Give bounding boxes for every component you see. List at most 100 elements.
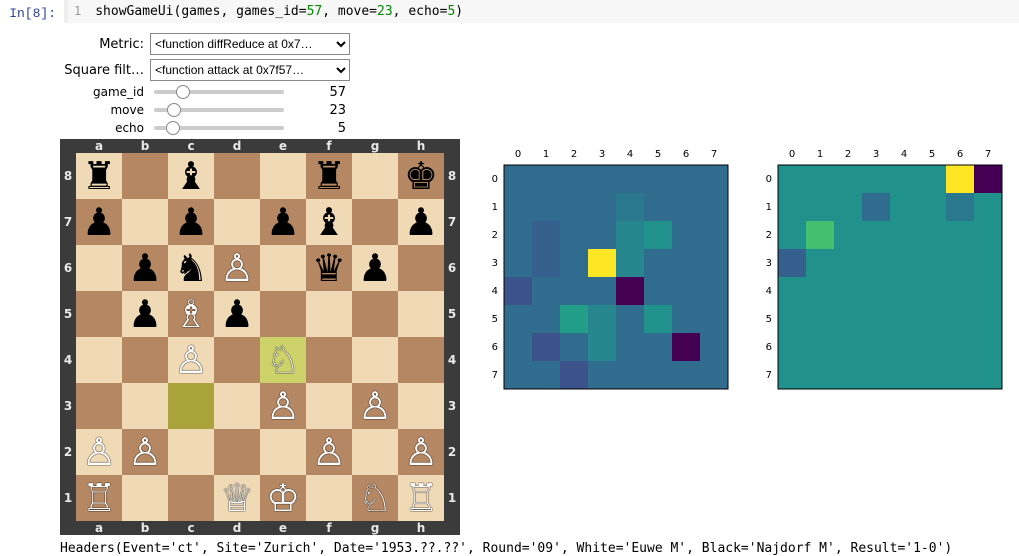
square-e2[interactable] (260, 429, 306, 475)
square-g2[interactable] (352, 429, 398, 475)
svg-text:6: 6 (957, 149, 963, 160)
square-f8[interactable]: ♜ (306, 153, 352, 199)
code-input[interactable]: 1 showGameUi(games, games_id=57, move=23… (64, 0, 1019, 23)
square-f7[interactable]: ♝ (306, 199, 352, 245)
square-d1[interactable]: ♕ (214, 475, 260, 521)
square-c2[interactable] (168, 429, 214, 475)
heatmap-1-wrap: 0123456701234567 (480, 139, 734, 399)
square-g7[interactable] (352, 199, 398, 245)
square-h7[interactable]: ♟ (398, 199, 444, 245)
square-e7[interactable]: ♟ (260, 199, 306, 245)
square-f1[interactable] (306, 475, 352, 521)
heatmap-cell (588, 249, 616, 277)
heatmap-cell (532, 193, 560, 221)
slider-move[interactable] (154, 108, 284, 112)
slider-echo[interactable] (154, 126, 284, 130)
heatmap-cell (616, 165, 644, 193)
square-f5[interactable] (306, 291, 352, 337)
heatmap-cell (672, 221, 700, 249)
heatmap-cell (806, 277, 834, 305)
square-c7[interactable]: ♟ (168, 199, 214, 245)
heatmap-cell (532, 221, 560, 249)
square-c4[interactable]: ♙ (168, 337, 214, 383)
square-e4[interactable]: ♘ (260, 337, 306, 383)
square-d3[interactable] (214, 383, 260, 429)
square-h8[interactable]: ♚ (398, 153, 444, 199)
square-e8[interactable] (260, 153, 306, 199)
square-a8[interactable]: ♜ (76, 153, 122, 199)
slider-label: game_id (60, 85, 150, 99)
square-a6[interactable] (76, 245, 122, 291)
square-d8[interactable] (214, 153, 260, 199)
square-g6[interactable]: ♟ (352, 245, 398, 291)
piece-p: ♟ (128, 246, 162, 290)
square-a5[interactable] (76, 291, 122, 337)
square-h4[interactable] (398, 337, 444, 383)
square-b4[interactable] (122, 337, 168, 383)
square-g3[interactable]: ♙ (352, 383, 398, 429)
square-a2[interactable]: ♙ (76, 429, 122, 475)
square-b7[interactable] (122, 199, 168, 245)
square-b8[interactable] (122, 153, 168, 199)
square-d4[interactable] (214, 337, 260, 383)
square-h6[interactable] (398, 245, 444, 291)
square-h3[interactable] (398, 383, 444, 429)
square-c3[interactable] (168, 383, 214, 429)
square-h2[interactable]: ♙ (398, 429, 444, 475)
piece-P: ♙ (358, 384, 392, 428)
square-f2[interactable]: ♙ (306, 429, 352, 475)
square-c6[interactable]: ♞ (168, 245, 214, 291)
square-e1[interactable]: ♔ (260, 475, 306, 521)
square-a3[interactable] (76, 383, 122, 429)
piece-r: ♜ (82, 154, 116, 198)
square-f4[interactable] (306, 337, 352, 383)
svg-text:0: 0 (766, 174, 772, 185)
square-b3[interactable] (122, 383, 168, 429)
square-d7[interactable] (214, 199, 260, 245)
heatmap-cell (890, 165, 918, 193)
piece-p: ♟ (174, 200, 208, 244)
svg-text:3: 3 (766, 258, 772, 269)
heatmap-cell (672, 305, 700, 333)
square-d6[interactable]: ♙ (214, 245, 260, 291)
square-e6[interactable] (260, 245, 306, 291)
heatmap-cell (644, 333, 672, 361)
svg-text:4: 4 (901, 149, 907, 160)
slider-row-game_id: game_id57 (60, 83, 350, 101)
square-d5[interactable]: ♟ (214, 291, 260, 337)
square-a4[interactable] (76, 337, 122, 383)
square-g5[interactable] (352, 291, 398, 337)
square-c8[interactable]: ♝ (168, 153, 214, 199)
square-g8[interactable] (352, 153, 398, 199)
svg-text:1: 1 (766, 202, 772, 213)
heatmap-cell (890, 361, 918, 389)
svg-text:7: 7 (766, 370, 772, 381)
square-b2[interactable]: ♙ (122, 429, 168, 475)
square-e3[interactable]: ♙ (260, 383, 306, 429)
square-e5[interactable] (260, 291, 306, 337)
heatmap-cell (974, 361, 1002, 389)
heatmap-cell (644, 221, 672, 249)
square-a7[interactable]: ♟ (76, 199, 122, 245)
heatmap-cell (532, 277, 560, 305)
square-g4[interactable] (352, 337, 398, 383)
square-h1[interactable]: ♖ (398, 475, 444, 521)
square-c5[interactable]: ♗ (168, 291, 214, 337)
square-a1[interactable]: ♖ (76, 475, 122, 521)
square-b5[interactable]: ♟ (122, 291, 168, 337)
square-b1[interactable] (122, 475, 168, 521)
slider-game_id[interactable] (154, 90, 284, 94)
heatmap-cell (834, 277, 862, 305)
square-b6[interactable]: ♟ (122, 245, 168, 291)
sqfilt-select[interactable]: <function attack at 0x7f57… (150, 59, 350, 81)
metric-select[interactable]: <function diffReduce at 0x7… (150, 33, 350, 55)
square-f6[interactable]: ♛ (306, 245, 352, 291)
square-f3[interactable] (306, 383, 352, 429)
svg-text:2: 2 (766, 230, 772, 241)
square-d2[interactable] (214, 429, 260, 475)
svg-text:4: 4 (627, 149, 633, 160)
square-c1[interactable] (168, 475, 214, 521)
square-g1[interactable]: ♘ (352, 475, 398, 521)
square-h5[interactable] (398, 291, 444, 337)
slider-row-move: move23 (60, 101, 350, 119)
